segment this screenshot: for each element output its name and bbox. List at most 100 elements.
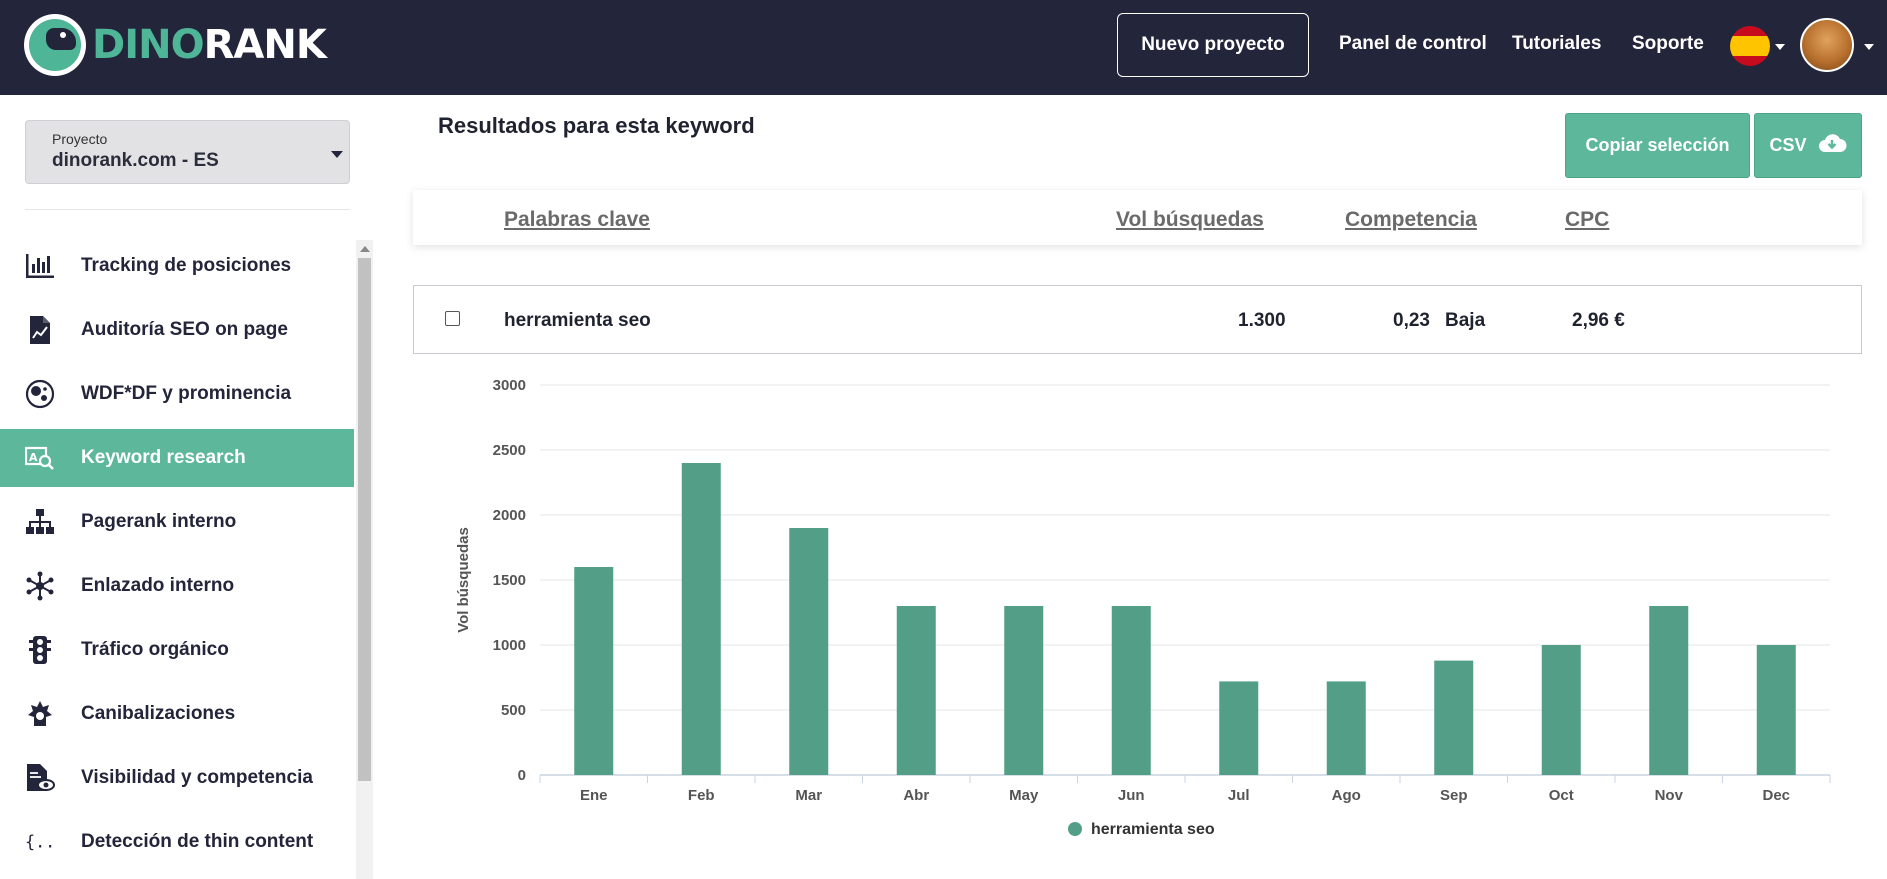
bar-mar <box>789 528 829 775</box>
sidebar-scrollbar[interactable] <box>356 240 373 879</box>
row-competition-value: 0,23 <box>1393 310 1430 331</box>
sidebar-item-organic-traffic[interactable]: Tráfico orgánico <box>0 621 354 679</box>
sitemap-icon <box>25 507 55 537</box>
row-checkbox[interactable] <box>445 311 460 326</box>
column-keywords[interactable]: Palabras clave <box>504 208 650 231</box>
y-tick-label: 0 <box>518 767 526 784</box>
bar-sep <box>1434 660 1474 775</box>
sidebar-item-visibility[interactable]: Visibilidad y competencia <box>0 749 354 807</box>
legend-label: herramienta seo <box>1091 821 1215 838</box>
row-competition-level: Baja <box>1445 310 1486 331</box>
y-tick-label: 3000 <box>493 377 526 394</box>
nav-support[interactable]: Soporte <box>1632 33 1704 54</box>
x-tick-label: Jun <box>1118 787 1145 804</box>
user-avatar[interactable] <box>1800 18 1854 72</box>
nav-tutorials[interactable]: Tutoriales <box>1512 33 1602 54</box>
project-label: Proyecto <box>52 131 108 147</box>
x-tick-label: Abr <box>903 787 929 804</box>
row-keyword: herramienta seo <box>504 310 651 331</box>
spain-flag-icon[interactable] <box>1730 26 1770 66</box>
sidebar-item-label: Enlazado interno <box>81 575 235 596</box>
bar-nov <box>1649 606 1689 775</box>
sidebar: Proyecto dinorank.com - ES Tracking de p… <box>0 95 376 879</box>
y-tick-label: 500 <box>501 702 526 719</box>
table-row[interactable]: herramienta seo 1.300 0,23 Baja 2,96 € <box>413 285 1862 354</box>
x-tick-label: Sep <box>1440 787 1468 804</box>
sidebar-item-thin-content[interactable]: {...} Detección de thin content <box>0 813 354 871</box>
sidebar-item-label: Tracking de posiciones <box>81 255 292 276</box>
keyword-search-icon: A <box>25 443 55 473</box>
search-volume-chart: 0 500 1000 1500 2000 2500 3000 Vol búsquedas Ene… <box>440 370 1860 850</box>
logo-text: DINORANK <box>92 22 327 68</box>
network-icon <box>25 571 55 601</box>
project-value: dinorank.com - ES <box>52 150 219 171</box>
document-eye-icon <box>25 763 55 793</box>
sidebar-item-label: Keyword research <box>81 447 246 468</box>
sidebar-item-label: Auditoría SEO on page <box>81 319 288 340</box>
sidebar-item-internal-links[interactable]: Enlazado interno <box>0 557 354 615</box>
cannibal-icon <box>25 699 55 729</box>
bar-abr <box>896 606 936 775</box>
scrollbar-thumb[interactable] <box>358 258 371 781</box>
dino-logo-icon <box>24 14 86 76</box>
column-cpc[interactable]: CPC <box>1565 208 1610 231</box>
sidebar-item-label: Tráfico orgánico <box>81 639 229 660</box>
x-tick-label: Jul <box>1228 787 1250 804</box>
user-menu-chevron-down-icon[interactable] <box>1864 44 1874 50</box>
y-axis-label: Vol búsquedas <box>455 527 472 633</box>
language-chevron-down-icon[interactable] <box>1775 44 1785 50</box>
sidebar-item-seo-audit[interactable]: Auditoría SEO on page <box>0 301 354 359</box>
bar-dec <box>1756 645 1796 775</box>
x-tick-label: May <box>1009 787 1039 804</box>
bar-oct <box>1541 645 1581 775</box>
sidebar-item-label: Detección de thin content <box>81 831 314 852</box>
column-competition[interactable]: Competencia <box>1345 208 1477 231</box>
bar-may <box>1004 606 1044 775</box>
bar-ene <box>574 567 614 775</box>
sidebar-item-label: Canibalizaciones <box>81 703 236 724</box>
bubbles-icon <box>25 379 55 409</box>
table-header: Palabras clave Vol búsquedas Competencia… <box>413 190 1862 245</box>
y-tick-label: 1000 <box>493 637 526 654</box>
top-navbar: DINORANK Nuevo proyecto Panel de control… <box>0 0 1887 95</box>
sidebar-item-cannibalization[interactable]: Canibalizaciones <box>0 685 354 743</box>
y-tick-label: 1500 <box>493 572 526 589</box>
chevron-down-icon <box>331 151 343 158</box>
new-project-button[interactable]: Nuevo proyecto <box>1117 13 1309 77</box>
sidebar-item-keyword-research[interactable]: A Keyword research <box>0 429 354 487</box>
y-tick-label: 2500 <box>493 442 526 459</box>
x-tick-label: Ago <box>1332 787 1361 804</box>
svg-text:A: A <box>29 451 38 464</box>
x-tick-label: Ene <box>580 787 608 804</box>
sidebar-item-wdf[interactable]: WDF*DF y prominencia <box>0 365 354 423</box>
column-search-volume[interactable]: Vol búsquedas <box>1116 208 1264 231</box>
traffic-light-icon <box>25 635 55 665</box>
sidebar-divider <box>25 209 350 210</box>
bar-feb <box>681 463 721 775</box>
svg-text:{...}: {...} <box>25 831 55 851</box>
csv-button-label: CSV <box>1769 135 1807 155</box>
braces-icon: {...} <box>25 827 55 857</box>
legend-marker <box>1068 822 1082 836</box>
sidebar-item-label: Pagerank interno <box>81 511 237 532</box>
sidebar-item-tracking[interactable]: Tracking de posiciones <box>0 237 354 295</box>
nav-control-panel[interactable]: Panel de control <box>1339 33 1487 54</box>
dinorank-logo[interactable]: DINORANK <box>24 14 327 76</box>
bar-jul <box>1219 681 1259 775</box>
bar-chart-icon <box>25 251 55 281</box>
page-title: Resultados para esta keyword <box>438 113 755 138</box>
bar-jun <box>1111 606 1151 775</box>
bar-ago <box>1326 681 1366 775</box>
copy-selection-button[interactable]: Copiar selección <box>1565 113 1750 178</box>
csv-export-button[interactable]: CSV <box>1754 113 1862 178</box>
sidebar-item-label: WDF*DF y prominencia <box>81 383 292 404</box>
x-tick-label: Mar <box>795 787 822 804</box>
scroll-up-arrow-icon[interactable] <box>360 246 370 252</box>
x-tick-label: Feb <box>688 787 715 804</box>
project-select[interactable]: Proyecto dinorank.com - ES <box>25 120 350 184</box>
row-volume: 1.300 <box>1238 310 1286 331</box>
y-tick-label: 2000 <box>493 507 526 524</box>
row-cpc: 2,96 € <box>1572 310 1625 331</box>
sidebar-item-pagerank[interactable]: Pagerank interno <box>0 493 354 551</box>
document-chart-icon <box>25 315 55 345</box>
